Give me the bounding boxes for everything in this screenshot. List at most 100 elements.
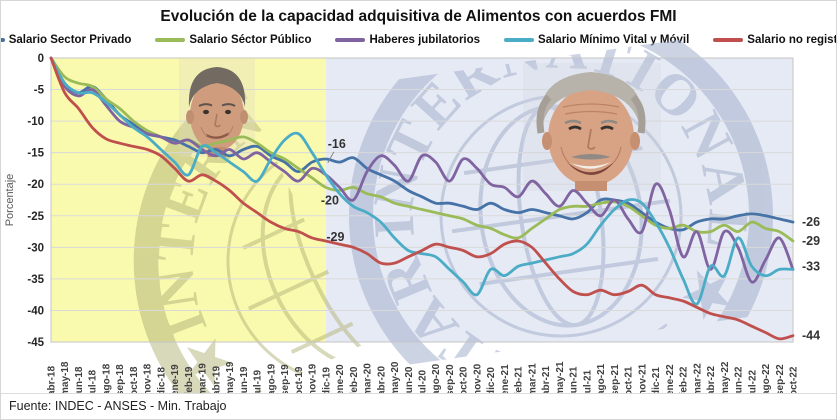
x-tick-label: may-20 — [390, 361, 401, 396]
plot-border — [50, 57, 794, 343]
annotation-label: -20 — [321, 194, 339, 208]
x-tick-label: mar-19 — [198, 363, 209, 396]
x-tick-label: jul-19 — [253, 369, 264, 397]
x-tick-label: may-22 — [720, 361, 731, 396]
legend-swatch — [335, 38, 366, 42]
x-tick-label: ene-20 — [335, 364, 346, 396]
legend-item-1: Salario Séctor Público — [155, 34, 311, 46]
nose — [214, 113, 222, 128]
hair — [188, 67, 246, 107]
smirk-mouth — [205, 132, 230, 139]
series-end-value-label: -26 — [802, 215, 820, 229]
y-tick-label: -35 — [27, 274, 44, 286]
x-tick-label: oct-21 — [624, 366, 635, 396]
seal-ring — [133, 87, 363, 419]
x-tick-label: jul-18 — [88, 369, 99, 397]
x-tick-label: feb-21 — [514, 366, 525, 396]
hair — [539, 72, 643, 133]
forehead-wrinkles — [562, 103, 620, 115]
legend-label: Salario no registrado — [747, 34, 836, 46]
legend-label: Haberes jubilatorios — [369, 34, 481, 46]
y-tick-label: -5 — [34, 85, 45, 97]
x-tick-label: ene-19 — [170, 364, 181, 396]
source-note: Fuente: INDEC - ANSES - Min. Trabajo — [1, 393, 836, 419]
chart-title: Evolución de la capacidad adquisitiva de… — [160, 8, 677, 25]
x-tick-label: ago-22 — [761, 363, 772, 396]
legend-label: Salario Séctor Público — [189, 34, 312, 46]
alberto-fernandez-portrait-photo — [523, 63, 661, 191]
x-tick-label: ago-19 — [266, 363, 277, 396]
annotation-label: -16 — [328, 137, 346, 151]
x-tick-label: feb-22 — [679, 366, 690, 396]
eyebrow-right — [221, 103, 236, 107]
face — [548, 88, 634, 186]
y-axis-title: Porcentaje — [4, 174, 16, 227]
hair-sides — [536, 94, 646, 134]
x-tick-label: oct-22 — [789, 366, 800, 396]
y-tick-label: -15 — [27, 148, 44, 160]
x-tick-label: feb-19 — [184, 366, 195, 396]
x-tick-label: abr-22 — [706, 366, 717, 396]
nasolabial-lines — [560, 146, 622, 164]
x-tick-label: abr-19 — [211, 366, 222, 396]
legend-swatch — [713, 38, 744, 42]
legend-swatch — [504, 38, 535, 42]
x-tick-label: may-19 — [225, 361, 236, 396]
x-tick-label: ago-21 — [596, 363, 607, 396]
series-end-value-label: -33 — [802, 259, 820, 273]
teeth — [571, 162, 611, 169]
legend-label: Salario Sector Privado — [8, 34, 132, 46]
x-tick-label: nov-21 — [637, 363, 648, 396]
legend-item-2: Haberes jubilatorios — [335, 34, 480, 46]
y-tick-label: -45 — [27, 337, 44, 349]
eye-left — [203, 109, 209, 115]
x-tick-label: jun-18 — [74, 366, 85, 397]
x-tick-label: feb-20 — [349, 366, 360, 396]
x-tick-label: dic-18 — [156, 367, 167, 396]
y-tick-label: -20 — [27, 179, 44, 191]
series-line-4 — [49, 56, 795, 341]
x-tick-label: dic-21 — [651, 367, 662, 396]
y-tick-label: 0 — [38, 53, 44, 65]
x-tick-label: dic-20 — [486, 367, 497, 396]
series-line-2 — [49, 56, 795, 284]
eyebrows — [564, 119, 618, 125]
globe-parallel — [290, 272, 363, 354]
annotation-leader — [327, 151, 335, 164]
x-tick-label: mar-20 — [363, 363, 374, 396]
x-tick-label: jun-21 — [569, 366, 580, 397]
ear-left — [186, 110, 194, 124]
x-tick-label: nov-20 — [472, 363, 483, 396]
series-line-3 — [49, 56, 795, 306]
eye-right — [225, 109, 231, 115]
nose — [587, 128, 596, 150]
x-tick-label: jun-20 — [404, 366, 415, 397]
x-tick-label: jul-21 — [582, 369, 593, 397]
x-tick-label: sep-20 — [445, 364, 456, 396]
x-tick-label: oct-18 — [129, 366, 140, 396]
x-tick-label: abr-20 — [376, 366, 387, 396]
seal-ring — [349, 27, 773, 374]
x-tick-label: ago-20 — [431, 363, 442, 396]
x-tick-label: abr-21 — [541, 366, 552, 396]
ear-right — [630, 132, 640, 150]
x-tick-label: mar-22 — [692, 363, 703, 396]
x-tick-label: ene-21 — [500, 364, 511, 396]
x-tick-label: jun-19 — [239, 366, 250, 397]
legend-item-0: Salario Sector Privado — [1, 34, 132, 46]
legend-item-4: Salario no registrado — [713, 34, 836, 46]
y-tick-label: -10 — [27, 116, 44, 128]
legend: Salario Sector Privado Salario Séctor Púb… — [1, 34, 836, 46]
legend-swatch — [1, 38, 5, 42]
y-tick-label: -40 — [27, 305, 44, 317]
x-tick-label: may-21 — [555, 361, 566, 396]
y-tick-label: -25 — [27, 211, 44, 223]
x-tick-label: ago-18 — [101, 363, 112, 396]
x-tick-label: dic-19 — [321, 367, 332, 396]
legend-label: Salario Mínimo Vital y Móvil — [538, 34, 690, 46]
legend-item-3: Salario Mínimo Vital y Móvil — [504, 34, 689, 46]
series-end-value-label: -44 — [802, 329, 820, 343]
ear-left — [542, 132, 552, 150]
